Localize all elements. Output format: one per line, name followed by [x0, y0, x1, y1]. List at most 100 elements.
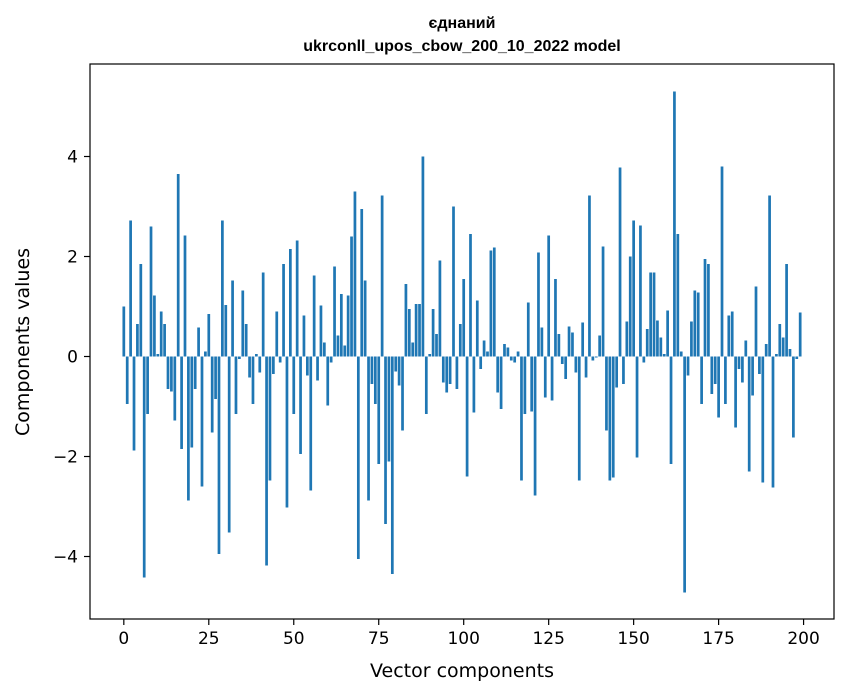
bar: [295, 240, 299, 357]
x-tick-label: 50: [283, 629, 305, 649]
bar: [455, 356, 459, 389]
bar: [363, 280, 367, 357]
bar: [268, 356, 272, 481]
bar: [496, 356, 500, 393]
bar: [475, 300, 479, 357]
bar: [441, 356, 445, 383]
bar: [594, 356, 598, 358]
bar: [717, 356, 720, 418]
bar: [503, 344, 506, 357]
y-tick-label: 4: [67, 148, 78, 168]
bar: [696, 292, 700, 357]
bar: [367, 356, 370, 501]
bar: [761, 356, 765, 483]
bar: [197, 327, 200, 357]
bar: [333, 266, 336, 357]
bar: [530, 356, 534, 412]
bar: [707, 264, 710, 357]
bar: [292, 356, 296, 414]
bar: [652, 272, 656, 357]
bar: [312, 275, 316, 357]
bar: [628, 256, 632, 357]
bar: [642, 356, 646, 363]
bar: [275, 311, 279, 357]
bar: [618, 167, 622, 357]
bar: [380, 195, 384, 357]
bar: [724, 356, 727, 404]
bar: [221, 220, 224, 357]
bar: [690, 321, 693, 357]
bar: [754, 286, 758, 357]
bar: [452, 206, 455, 357]
bar: [584, 356, 588, 378]
bar: [492, 247, 496, 357]
bar: [465, 356, 469, 477]
bar: [564, 356, 568, 379]
bar: [768, 195, 771, 357]
bar: [438, 260, 442, 357]
bar: [176, 174, 180, 357]
bar: [278, 356, 282, 363]
bar: [489, 250, 493, 357]
bar: [166, 356, 170, 389]
bar: [751, 356, 754, 396]
bar: [248, 356, 251, 378]
bar: [605, 356, 608, 431]
bar: [686, 356, 690, 376]
y-tick-label: 2: [67, 248, 78, 268]
bar: [622, 356, 625, 384]
bar: [353, 191, 357, 357]
x-tick-label: 25: [198, 629, 220, 649]
x-tick-label: 175: [702, 629, 734, 649]
bar: [666, 310, 669, 357]
bar: [635, 356, 639, 458]
bar: [795, 356, 799, 359]
bar: [282, 264, 285, 357]
bar: [329, 356, 333, 363]
bar: [384, 356, 387, 524]
bars-group: [122, 91, 802, 593]
bar: [700, 356, 703, 404]
bar: [598, 335, 602, 357]
bar: [533, 356, 537, 496]
bar: [387, 356, 391, 462]
bar: [244, 324, 248, 357]
bar: [360, 209, 364, 357]
bar: [207, 314, 211, 357]
bar: [710, 356, 714, 394]
bar: [506, 347, 510, 357]
bar: [730, 311, 734, 357]
bar: [356, 356, 360, 559]
bar: [183, 235, 187, 357]
bar: [129, 220, 132, 357]
bar: [251, 356, 255, 404]
chart-title-line1: єднаний: [429, 15, 496, 32]
x-axis-label: Vector components: [370, 660, 554, 682]
x-axis-ticks: 0 25 50 75 100 125 150 175 200: [118, 619, 820, 649]
bar: [611, 356, 615, 478]
bar: [554, 279, 557, 357]
bar: [394, 356, 398, 372]
x-tick-label: 125: [532, 629, 564, 649]
bar: [693, 290, 697, 357]
bar: [778, 324, 782, 357]
bar: [302, 315, 306, 357]
bar: [125, 356, 129, 404]
bar: [469, 234, 472, 357]
bar: [397, 356, 401, 386]
bar: [659, 337, 663, 357]
bar: [543, 356, 547, 398]
bar: [632, 220, 635, 357]
bar: [322, 342, 326, 357]
bar: [421, 156, 425, 357]
bar: [309, 356, 313, 491]
bar: [713, 356, 717, 384]
bar: [139, 264, 143, 357]
bar: [418, 304, 421, 357]
bar: [272, 356, 275, 374]
bar: [771, 356, 775, 488]
bar: [679, 351, 683, 357]
x-tick-label: 75: [368, 629, 390, 649]
bar: [727, 315, 731, 357]
bar: [499, 356, 503, 409]
